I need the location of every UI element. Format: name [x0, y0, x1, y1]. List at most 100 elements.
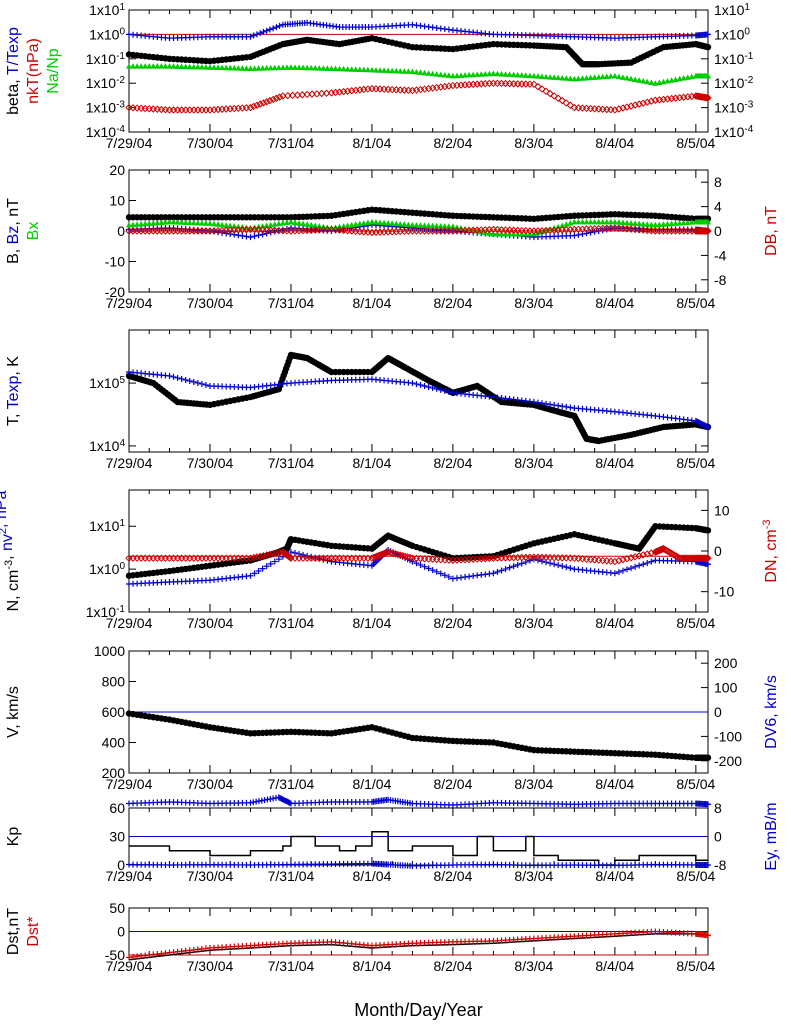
y-right-tick-label: -100	[714, 728, 742, 744]
data-point	[190, 219, 197, 226]
data-point	[206, 228, 213, 234]
y-right-axis-label: Ey, mB/m	[763, 802, 780, 870]
data-point	[578, 555, 587, 563]
data-point	[643, 550, 651, 558]
data-point	[145, 105, 153, 113]
data-point	[538, 400, 545, 407]
data-point	[247, 234, 254, 241]
data-point	[615, 219, 622, 225]
data-point	[259, 552, 268, 560]
data-point	[567, 565, 574, 572]
data-point	[509, 553, 518, 562]
series-dv6	[126, 794, 711, 809]
y-tick-label: 1x100	[89, 26, 125, 42]
data-point	[202, 220, 209, 226]
data-point	[384, 85, 392, 94]
data-point	[526, 80, 534, 88]
data-point	[705, 424, 711, 431]
x-tick-label: 8/3/04	[514, 615, 553, 631]
y-tick-label: 1x101	[89, 518, 125, 534]
data-point	[498, 70, 505, 77]
data-point	[186, 63, 193, 70]
data-point	[420, 555, 429, 563]
data-point	[591, 218, 598, 225]
data-point	[141, 104, 149, 113]
data-point	[360, 228, 368, 236]
data-point	[336, 65, 343, 72]
data-point	[563, 75, 570, 81]
data-point	[186, 106, 194, 114]
data-point	[526, 72, 533, 79]
data-point	[134, 221, 141, 227]
series-texp	[126, 369, 711, 431]
series-v	[125, 710, 712, 761]
data-point	[267, 64, 274, 71]
data-point	[417, 222, 424, 228]
data-point	[648, 79, 655, 85]
data-point	[340, 65, 347, 72]
x-tick-label: 8/3/04	[514, 455, 553, 471]
data-point	[590, 105, 599, 113]
data-point	[177, 106, 186, 114]
x-tick-label: 8/4/04	[595, 776, 634, 792]
data-point	[513, 80, 522, 88]
data-point	[300, 64, 307, 71]
data-point	[142, 63, 149, 69]
data-point	[401, 68, 408, 74]
data-point	[279, 64, 286, 71]
data-point	[364, 66, 371, 73]
data-point	[599, 218, 606, 225]
data-point	[404, 86, 413, 95]
data-point	[300, 220, 307, 227]
data-point	[510, 71, 517, 78]
y-right-tick-label: 10	[714, 502, 730, 518]
data-point	[570, 103, 579, 112]
y-axis-label: B, Bz, nT	[5, 198, 22, 264]
data-point	[705, 932, 711, 939]
x-tick-label: 7/29/04	[106, 868, 153, 884]
y-right-tick-label: 1x100	[714, 26, 750, 42]
data-point	[502, 566, 509, 573]
data-point	[437, 570, 444, 577]
x-axis-label: Month/Day/Year	[354, 1000, 482, 1020]
data-point	[273, 24, 280, 31]
y-right-tick-label: 4	[714, 199, 722, 215]
data-point	[498, 567, 505, 574]
y-tick-label: 10	[109, 193, 125, 209]
data-point	[619, 104, 627, 112]
data-point	[223, 222, 230, 228]
y-axis-label: Dst,nT	[5, 908, 22, 955]
data-point	[624, 75, 631, 81]
data-point	[138, 63, 145, 69]
y-right-tick-label: -8	[714, 857, 727, 873]
data-point	[409, 221, 416, 228]
x-tick-label: 8/5/04	[676, 135, 715, 151]
data-point	[559, 74, 566, 81]
data-point	[518, 553, 526, 562]
data-point	[255, 65, 262, 71]
data-point	[679, 554, 687, 562]
data-point	[578, 104, 587, 112]
data-point	[324, 65, 331, 71]
data-point	[239, 65, 246, 71]
data-point	[394, 550, 402, 559]
data-point	[441, 572, 448, 579]
data-point	[250, 553, 258, 562]
data-point	[417, 69, 424, 75]
data-point	[587, 218, 594, 225]
data-point	[551, 402, 558, 409]
panel-temperature: 7/29/04 7/30/04 7/31/04 8/1/04 8/2/04 8/3/04 8…	[5, 329, 716, 471]
data-point	[251, 65, 258, 71]
data-point	[583, 74, 590, 81]
data-point	[644, 559, 651, 566]
data-point	[260, 28, 267, 35]
data-point	[555, 562, 562, 569]
data-point	[701, 227, 710, 235]
data-point	[462, 72, 469, 78]
data-point	[272, 94, 281, 102]
data-point	[682, 554, 690, 562]
data-point	[478, 228, 485, 235]
data-point	[594, 105, 603, 113]
data-point	[623, 103, 631, 111]
